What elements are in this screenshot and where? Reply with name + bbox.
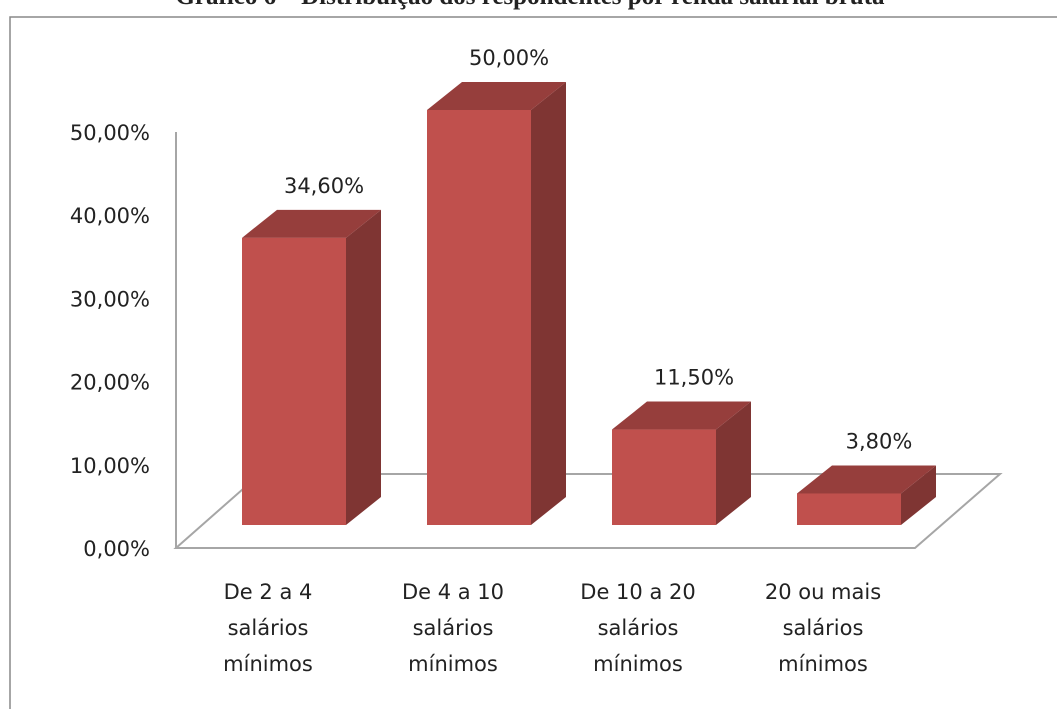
bar-side [346, 209, 381, 525]
chart-title: Gráfico 6 – Distribuição dos respondente… [175, 0, 885, 10]
bar-top [612, 401, 751, 430]
bar-top [427, 82, 566, 110]
bar [612, 429, 716, 525]
bar-side [901, 465, 936, 525]
x-tick-label: 20 ou mais salários mínimos [764, 580, 882, 676]
floor [173, 473, 1003, 549]
value-label: 11,50% [654, 366, 734, 390]
y-tick-label: 10,00% [70, 454, 150, 478]
value-label: 34,60% [284, 174, 364, 198]
frame [9, 16, 1057, 709]
y-tick-label: 20,00% [70, 371, 150, 395]
bar-top [242, 209, 381, 238]
y-tick-label: 50,00% [70, 121, 150, 145]
y-tick-label: 40,00% [70, 204, 150, 228]
bar-top [797, 465, 936, 494]
x-tick-label: De 2 a 4 salários mínimos [223, 580, 313, 676]
x-tick-label: De 10 a 20 salários mínimos [580, 580, 696, 676]
bar [242, 237, 346, 525]
bar-side [716, 401, 751, 525]
value-label: 3,80% [846, 429, 913, 453]
bar [797, 493, 901, 525]
y-tick-label: 0,00% [83, 537, 150, 561]
bar [427, 110, 531, 525]
y-tick-label: 30,00% [70, 287, 150, 311]
x-tick-label: De 4 a 10 salários mínimos [401, 580, 505, 676]
bar-side [531, 82, 566, 525]
value-label: 50,00% [469, 46, 549, 70]
